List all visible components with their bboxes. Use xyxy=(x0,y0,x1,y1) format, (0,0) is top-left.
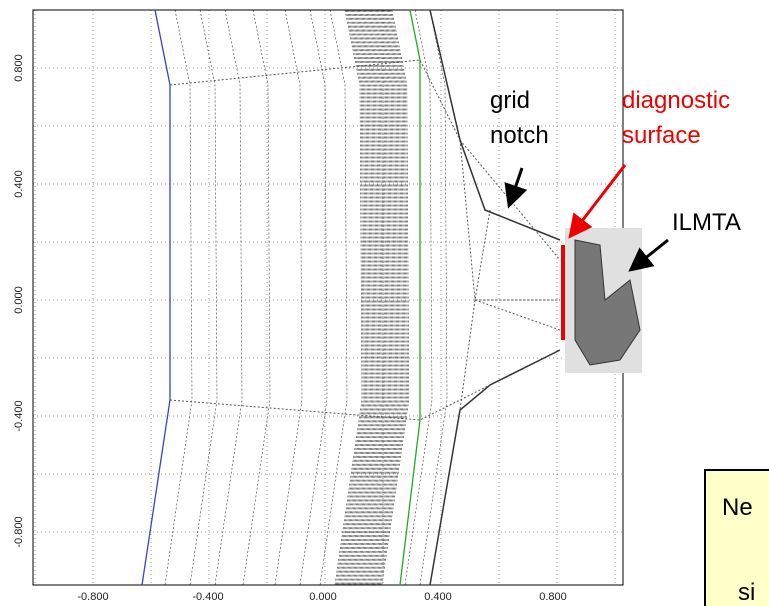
mesh-line xyxy=(275,10,302,585)
y-tick-label: 0.000 xyxy=(13,286,25,314)
mesh-bottom xyxy=(170,385,490,420)
mesh-line xyxy=(165,10,192,585)
mesh-line xyxy=(420,10,447,585)
arrow xyxy=(510,168,522,203)
annotation: surface xyxy=(622,122,701,149)
mesh-line xyxy=(243,10,270,585)
annotation: diagnostic xyxy=(622,87,730,114)
y-tick-label: -0.400 xyxy=(13,400,25,431)
mesh-line xyxy=(336,10,363,585)
green-boundary xyxy=(400,10,420,585)
mesh-top xyxy=(170,60,460,140)
mesh-line xyxy=(337,10,364,585)
y-tick-label: 0.400 xyxy=(13,170,25,198)
note-text: Ne xyxy=(722,494,753,521)
y-tick-label: -0.800 xyxy=(13,516,25,547)
y-tick-label: 0.800 xyxy=(13,54,25,82)
blue-boundary xyxy=(142,10,170,585)
annotation: notch xyxy=(490,122,549,149)
plot-frame xyxy=(33,10,623,585)
mesh-line xyxy=(190,10,217,585)
mesh-line xyxy=(335,10,362,585)
mesh-line xyxy=(460,140,475,300)
x-tick-label: -0.800 xyxy=(77,591,108,603)
wall-lower xyxy=(430,350,560,585)
figure: grid notch diagnostic surface ILMTA Ne s… xyxy=(0,0,769,606)
arrow xyxy=(572,165,625,234)
mesh-line xyxy=(320,10,347,585)
note-text: si xyxy=(738,579,755,606)
x-tick-label: 0.800 xyxy=(539,591,567,603)
x-tick-label: -0.400 xyxy=(192,591,223,603)
note-box xyxy=(705,470,769,606)
annotation: ILMTA xyxy=(672,209,741,236)
annotation: grid xyxy=(490,87,530,114)
x-tick-label: 0.400 xyxy=(424,591,452,603)
mesh-line xyxy=(215,10,242,585)
x-tick-label: 0.000 xyxy=(309,591,337,603)
mesh-line xyxy=(475,210,490,300)
mesh-line xyxy=(300,10,327,585)
mesh-line xyxy=(475,300,560,330)
mesh-line xyxy=(405,10,432,585)
plot-grid xyxy=(33,10,623,585)
